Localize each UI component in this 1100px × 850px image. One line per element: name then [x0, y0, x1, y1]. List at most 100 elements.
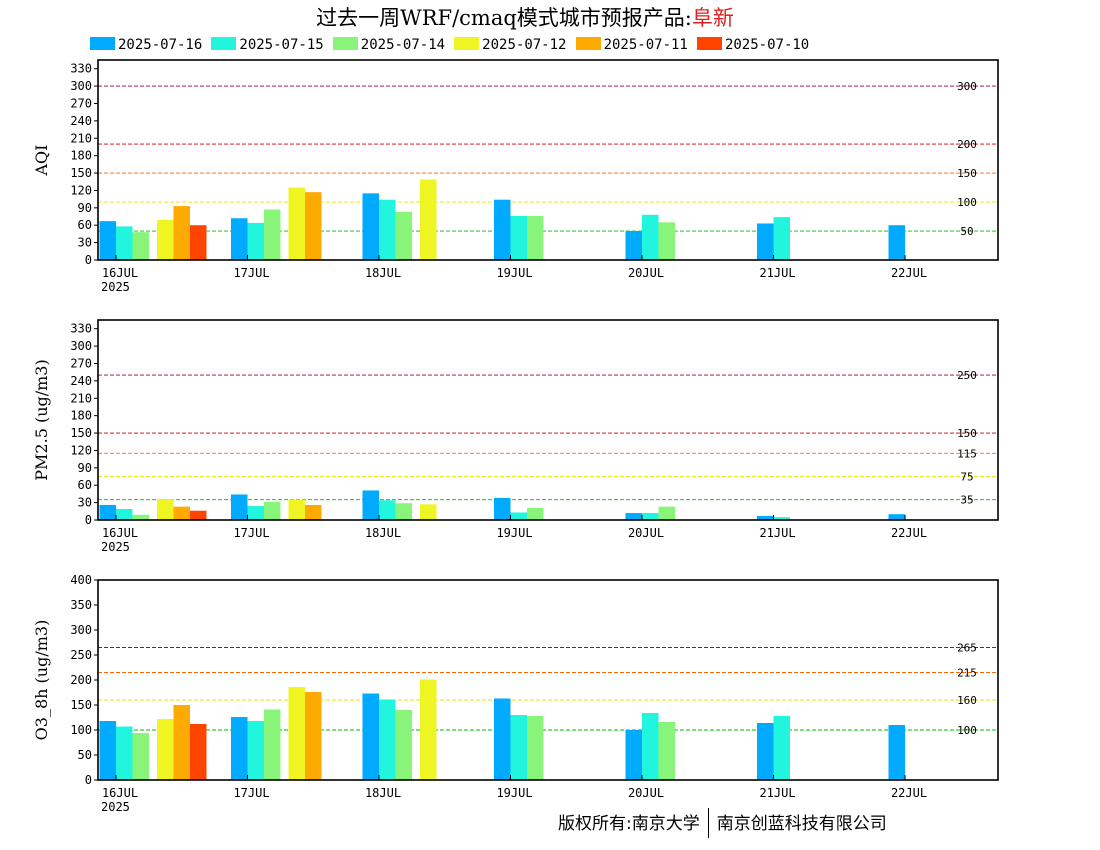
bar — [510, 715, 527, 780]
x-tick-label: 22JUL — [891, 786, 927, 800]
bar — [264, 209, 281, 260]
bar — [116, 508, 133, 520]
y-tick-label: 120 — [70, 183, 92, 197]
bar — [305, 692, 322, 780]
bar — [247, 506, 264, 520]
bar — [190, 510, 207, 520]
y-tick-label: 210 — [70, 131, 92, 145]
bar — [420, 504, 437, 520]
y-tick-label: 200 — [70, 673, 92, 687]
bar — [527, 507, 544, 520]
title-city: 阜新 — [691, 6, 734, 30]
y-tick-label: 400 — [70, 573, 92, 587]
bar — [658, 722, 675, 780]
bar — [190, 225, 207, 260]
y-tick-label: 30 — [78, 496, 92, 510]
y-tick-label: 180 — [70, 149, 92, 163]
y-axis-label: AQI — [32, 145, 51, 177]
x-tick-label: 21JUL — [759, 526, 795, 540]
bar — [658, 506, 675, 520]
legend-label: 2025-07-11 — [603, 36, 688, 53]
y-tick-label: 30 — [78, 236, 92, 250]
x-tick-label: 22JUL — [891, 526, 927, 540]
bar — [420, 179, 437, 260]
y-tick-label: 270 — [70, 96, 92, 110]
bar — [305, 504, 322, 520]
y-tick-label: 120 — [70, 443, 92, 457]
legend-swatch — [454, 36, 480, 50]
y-tick-label: 50 — [78, 748, 92, 762]
bar — [288, 499, 305, 520]
x-year-label: 2025 — [101, 800, 130, 814]
x-tick-label: 16JUL — [102, 786, 138, 800]
y-tick-label: 0 — [85, 513, 92, 527]
threshold-label: 215 — [957, 667, 977, 680]
threshold-label: 100 — [957, 724, 977, 737]
legend: 2025-07-16 2025-07-15 2025-07-14 2025-07… — [90, 34, 813, 54]
legend-swatch — [211, 36, 237, 50]
legend-swatch — [90, 36, 115, 50]
legend-label: 2025-07-14 — [360, 36, 446, 53]
x-year-label: 2025 — [101, 540, 130, 554]
y-tick-label: 150 — [70, 698, 92, 712]
legend-swatch — [696, 36, 722, 50]
bar — [510, 512, 527, 520]
y-tick-label: 180 — [70, 409, 92, 423]
legend-label: 2025-07-16 — [118, 36, 203, 53]
bar — [190, 724, 207, 780]
threshold-label: 250 — [957, 369, 977, 382]
plot-frame — [97, 319, 999, 521]
bar — [99, 504, 116, 520]
bar — [173, 506, 190, 520]
x-tick-label: 21JUL — [759, 266, 795, 280]
legend-item: 2025-07-15 — [211, 36, 324, 53]
y-tick-label: 300 — [70, 79, 92, 93]
chart-title: 过去一周WRF/cmaq模式城市预报产品:阜新 — [0, 2, 1050, 32]
bar — [362, 490, 379, 520]
x-tick-label: 20JUL — [628, 526, 664, 540]
threshold-label: 200 — [957, 138, 977, 151]
legend-label: 2025-07-15 — [239, 36, 324, 53]
x-tick-label: 18JUL — [365, 786, 401, 800]
bar — [288, 687, 305, 780]
bar — [132, 733, 149, 780]
bar — [99, 721, 116, 780]
bar — [773, 716, 790, 780]
bar — [625, 730, 642, 780]
bar — [395, 211, 412, 260]
bar — [231, 218, 248, 260]
legend-item: 2025-07-11 — [575, 36, 688, 53]
copyright-footer: 版权所有:南京大学 南京创蓝科技有限公司 — [558, 808, 887, 838]
bar — [231, 717, 248, 780]
bar — [773, 517, 790, 520]
bar — [132, 232, 149, 260]
x-tick-label: 22JUL — [891, 266, 927, 280]
bar — [494, 497, 511, 520]
bar — [527, 716, 544, 780]
y-tick-label: 330 — [70, 62, 92, 76]
legend-item: 2025-07-12 — [454, 36, 566, 53]
x-tick-label: 18JUL — [365, 526, 401, 540]
bar — [888, 514, 905, 520]
threshold-label: 100 — [957, 196, 977, 209]
bar — [494, 199, 511, 260]
bar — [305, 192, 322, 260]
chart-panel: 250 150 115 75 35 0 30 60 90 120 150 180 210 240 270 30… — [32, 319, 999, 554]
copyright-right: 南京创蓝科技有限公司 — [716, 814, 887, 834]
bar — [157, 719, 174, 780]
x-tick-label: 17JUL — [233, 266, 269, 280]
y-tick-label: 90 — [78, 201, 92, 215]
title-prefix: 过去一周WRF/cmaq模式城市预报产品: — [316, 6, 692, 30]
threshold-label: 265 — [957, 642, 977, 655]
x-tick-label: 16JUL — [102, 526, 138, 540]
x-tick-label: 18JUL — [365, 266, 401, 280]
bar — [757, 223, 774, 260]
y-tick-label: 150 — [70, 426, 92, 440]
footer-divider — [707, 808, 709, 838]
threshold-label: 150 — [957, 167, 977, 180]
x-tick-label: 16JUL — [102, 266, 138, 280]
bar — [757, 723, 774, 780]
chart-panel: 300 200 150 100 50 0 30 60 90 120 150 180 210 240 270 3… — [32, 59, 999, 294]
bar — [247, 721, 264, 780]
